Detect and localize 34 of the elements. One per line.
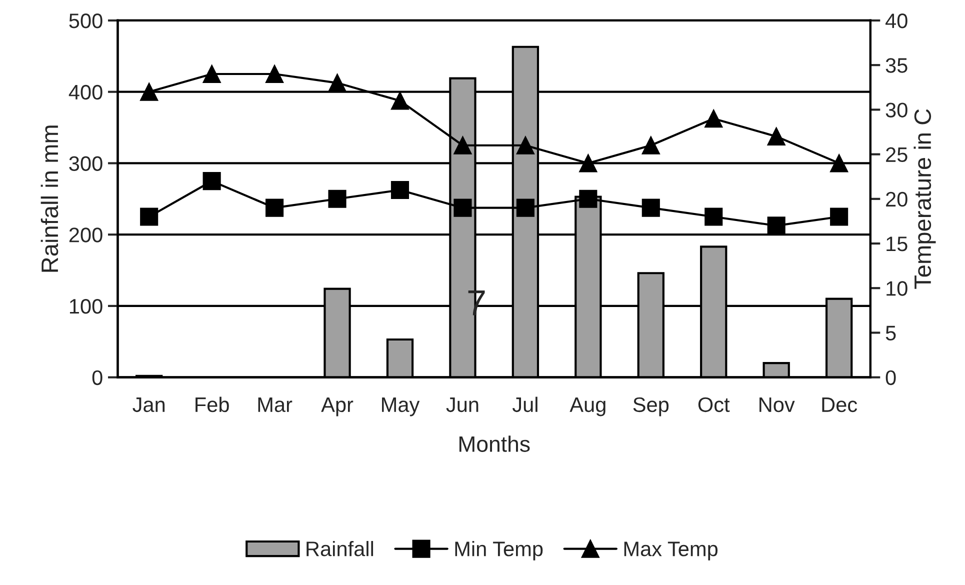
x-tick-label: Oct [698,397,730,412]
y-tick-label: 300 [69,156,102,171]
y2-tick-label: 0 [886,370,896,386]
y2-tick-label: 15 [886,236,908,252]
x-tick-label: Feb [196,396,229,412]
x-tick-label: Dec [822,398,858,412]
y2-tick-label: 20 [886,192,908,207]
y-tick-label: 200 [69,228,102,242]
x-tick-label: Mar [258,398,292,412]
y2-tick-label: 10 [886,281,908,296]
annotation: 7 [468,290,485,316]
y-axis-title: Rainfall in mm [40,126,58,272]
legend-label: Rainfall [306,540,374,556]
y2-tick-label: 40 [885,13,908,28]
x-axis-title: Months [459,436,530,452]
y-tick-label: 0 [92,370,102,386]
x-tick-label: Nov [760,398,795,412]
x-tick-label: Sep [633,397,669,416]
y2-tick-label: 5 [886,326,896,340]
y-tick-label: 100 [70,298,102,314]
y2-tick-label: 35 [886,58,908,73]
x-tick-label: Aug [570,398,606,416]
y-tick-label: 400 [68,84,102,100]
x-tick-label: Jan [132,398,165,412]
y2-tick-label: 25 [886,147,908,162]
y2-axis-title: Temperature in C [914,109,936,289]
y2-tick-label: 30 [886,102,908,118]
y-tick-label: 500 [69,13,102,28]
x-tick-label: May [382,398,420,416]
legend-label: Min Temp [455,540,543,560]
legend-label: Max Temp [624,542,718,560]
x-tick-label: Jun [446,398,478,412]
x-tick-label: Jul [512,396,538,412]
x-tick-label: Apr [321,398,354,416]
